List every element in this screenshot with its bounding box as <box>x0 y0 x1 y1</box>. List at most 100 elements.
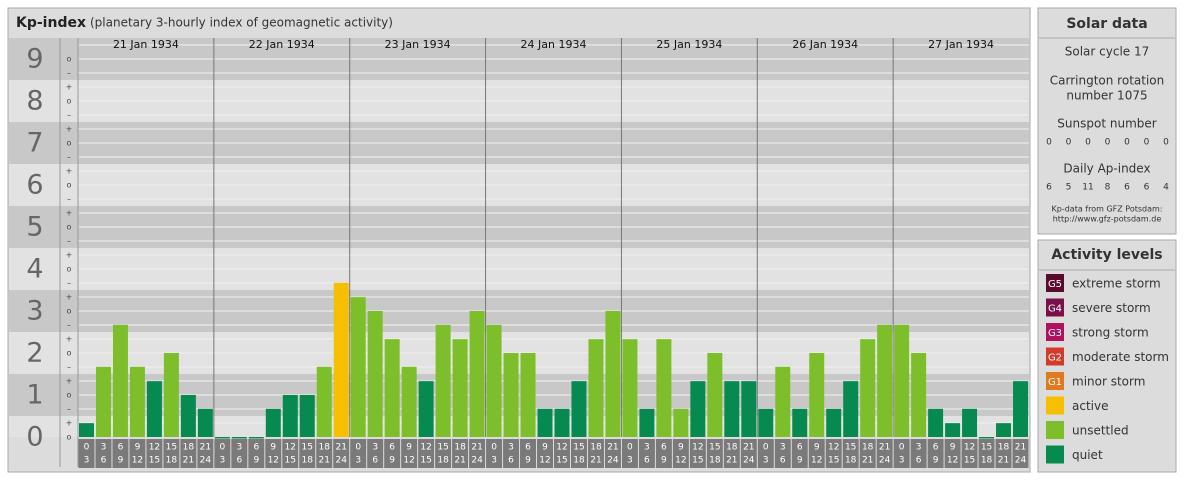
minor-tick-label: + <box>66 251 73 260</box>
hour-box <box>723 439 740 468</box>
info-text: Kp-data from GFZ Potsdam: <box>1052 205 1163 214</box>
x-tick-label: 21 <box>454 456 465 466</box>
x-tick-label: 24 <box>879 456 891 466</box>
x-tick-label: 21 <box>607 443 618 453</box>
x-tick-label: 12 <box>420 443 431 453</box>
x-tick-label: 15 <box>420 456 431 466</box>
bar <box>435 324 451 437</box>
legend-label: quiet <box>1072 448 1103 462</box>
bar <box>860 339 876 437</box>
hour-box <box>944 439 961 468</box>
x-tick-label: 12 <box>964 443 975 453</box>
hour-box <box>842 439 859 468</box>
x-tick-label: 6 <box>525 443 531 453</box>
bar <box>809 353 825 437</box>
bar <box>911 353 927 437</box>
hour-box <box>554 439 570 468</box>
bar <box>95 366 111 437</box>
x-tick-label: 18 <box>726 443 738 453</box>
bar <box>265 408 281 437</box>
bar <box>724 381 740 437</box>
x-tick-label: 9 <box>661 456 667 466</box>
legend-label: moderate storm <box>1072 350 1169 364</box>
x-tick-label: 21 <box>590 456 601 466</box>
panel-title: Activity levels <box>1051 247 1162 263</box>
hour-box <box>825 439 842 468</box>
bar <box>945 423 961 437</box>
bar <box>758 408 774 437</box>
hour-box <box>537 439 553 468</box>
sunspot-value: 0 <box>1066 138 1072 148</box>
minor-tick-label: – <box>67 363 71 372</box>
x-tick-label: 3 <box>491 456 497 466</box>
hour-box <box>78 439 95 468</box>
x-tick-label: 12 <box>268 456 279 466</box>
x-tick-label: 9 <box>950 443 956 453</box>
bar <box>877 324 893 437</box>
x-tick-label: 6 <box>797 443 803 453</box>
hour-box <box>299 439 316 468</box>
sunspot-value: 0 <box>1163 138 1169 148</box>
minor-tick-label: – <box>67 237 71 246</box>
bar <box>282 395 298 437</box>
x-tick-label: 24 <box>607 456 619 466</box>
x-tick-label: 6 <box>644 456 650 466</box>
x-tick-label: 24 <box>743 456 755 466</box>
x-tick-label: 0 <box>355 443 361 453</box>
sunspot-value: 0 <box>1105 138 1111 148</box>
x-tick-label: 12 <box>285 443 296 453</box>
minor-tick-label: – <box>67 279 71 288</box>
x-tick-label: 6 <box>508 456 514 466</box>
bar <box>656 339 672 437</box>
bar <box>588 339 604 437</box>
bar <box>605 311 621 437</box>
legend-swatch <box>1046 298 1064 317</box>
minor-tick-label: – <box>67 405 71 414</box>
bar <box>384 339 400 437</box>
bar <box>775 366 791 437</box>
x-tick-label: 21 <box>862 456 873 466</box>
minor-tick-label: + <box>66 335 73 344</box>
bar <box>503 353 519 437</box>
x-tick-label: 15 <box>573 443 584 453</box>
minor-tick-label: o <box>67 391 72 400</box>
x-tick-label: 18 <box>183 443 195 453</box>
x-tick-label: 9 <box>135 443 141 453</box>
hour-box <box>655 439 672 468</box>
x-tick-label: 15 <box>845 443 856 453</box>
bar <box>248 437 264 439</box>
bar <box>231 437 247 439</box>
bar <box>486 324 502 437</box>
x-tick-label: 6 <box>780 456 786 466</box>
x-tick-label: 15 <box>285 456 296 466</box>
minor-tick-label: – <box>67 153 71 162</box>
hour-box <box>910 439 927 468</box>
bar <box>962 408 978 437</box>
hour-box <box>180 439 197 468</box>
hour-box <box>401 439 418 468</box>
x-tick-label: 24 <box>1015 456 1027 466</box>
hour-box <box>146 439 163 468</box>
bar <box>928 408 944 437</box>
x-tick-label: 6 <box>916 456 922 466</box>
minor-tick-label: o <box>67 181 72 190</box>
x-tick-label: 9 <box>814 443 820 453</box>
bar <box>894 324 910 437</box>
x-tick-label: 12 <box>692 443 703 453</box>
x-tick-label: 3 <box>899 456 905 466</box>
sunspot-value: 0 <box>1144 138 1150 148</box>
legend-label: extreme storm <box>1072 277 1161 291</box>
x-tick-label: 18 <box>862 443 874 453</box>
x-tick-label: 6 <box>372 456 378 466</box>
hour-box <box>112 439 129 468</box>
x-tick-label: 12 <box>539 456 550 466</box>
x-tick-label: 6 <box>253 443 259 453</box>
legend-swatch <box>1046 396 1064 415</box>
hour-box <box>214 439 231 468</box>
x-tick-label: 18 <box>845 456 857 466</box>
y-tick-label: 1 <box>26 380 43 411</box>
x-tick-label: 24 <box>200 456 212 466</box>
x-tick-label: 21 <box>726 456 737 466</box>
grid-band <box>9 416 1029 437</box>
